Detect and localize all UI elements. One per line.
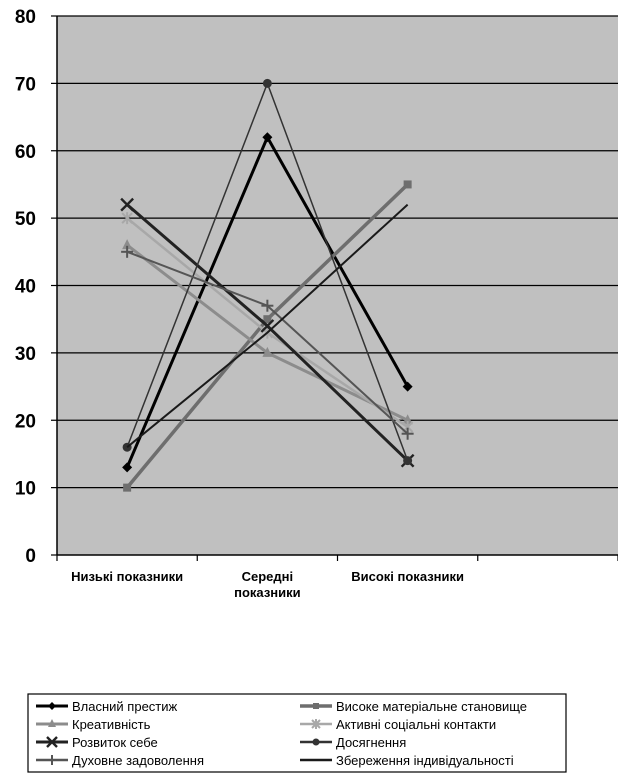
legend-item: Креативність — [36, 717, 151, 732]
series-line — [126, 203, 409, 448]
legend-item: Власний престиж — [36, 699, 178, 714]
series — [122, 132, 413, 473]
legend-label: Власний престиж — [72, 699, 178, 714]
data-point — [121, 245, 134, 258]
y-tick-label: 60 — [15, 142, 36, 163]
data-point — [120, 197, 134, 212]
axes — [56, 16, 618, 561]
legend-item: Високе матеріальне становище — [300, 699, 527, 714]
y-tick-label: 10 — [15, 479, 36, 500]
data-point — [262, 346, 273, 357]
y-tick-label: 30 — [15, 344, 36, 365]
legend-item: Збереження індивідуальності — [300, 753, 514, 768]
gridlines — [51, 15, 618, 556]
y-tick-label: 80 — [15, 7, 36, 28]
data-point — [122, 239, 133, 250]
legend-label: Духовне задоволення — [72, 753, 204, 768]
y-tick-label: 50 — [15, 209, 36, 230]
y-tick-label: 20 — [15, 411, 36, 432]
legend-box — [27, 693, 567, 773]
legend: Власний престиж Високе матеріальне станов… — [27, 693, 567, 773]
data-point — [123, 483, 132, 492]
data-point — [47, 755, 57, 765]
legend-item: Духовне задоволення — [36, 753, 204, 768]
data-point — [312, 738, 320, 746]
legend-item: Активні соціальні контакти — [300, 717, 496, 732]
data-point — [401, 427, 414, 440]
data-point — [46, 736, 58, 748]
legend-label: Високе матеріальне становище — [336, 699, 527, 714]
legend-label: Розвиток себе — [72, 735, 158, 750]
data-point — [122, 462, 133, 473]
data-point — [402, 414, 413, 425]
series — [122, 239, 413, 425]
legend-label: Креативність — [72, 717, 151, 732]
data-point — [261, 299, 274, 312]
series — [126, 203, 409, 448]
data-point — [48, 702, 56, 710]
data-point — [263, 315, 272, 324]
data-point — [402, 381, 413, 392]
y-tick-label: 70 — [15, 74, 36, 95]
series — [121, 245, 414, 440]
data-point — [313, 703, 319, 709]
x-tick-label: Низькі показники — [71, 569, 183, 584]
data-point — [262, 78, 272, 88]
y-tick-labels: 0 10 20 30 40 50 60 70 80 — [15, 7, 36, 567]
x-tick-label: Високі показники — [351, 569, 464, 584]
data-point — [48, 719, 56, 727]
y-tick-label: 0 — [25, 546, 36, 567]
data-point — [262, 132, 273, 143]
legend-item: Розвиток себе — [36, 735, 158, 750]
series — [123, 180, 412, 492]
data-point — [403, 456, 413, 466]
data-point — [311, 719, 321, 729]
legend-item: Досягнення — [300, 735, 406, 750]
legend-label: Досягнення — [336, 735, 406, 750]
legend-label: Активні соціальні контакти — [336, 717, 496, 732]
legend-label: Збереження індивідуальності — [336, 753, 514, 768]
x-tick-labels: Низькі показники Середні показники Високі п… — [71, 569, 464, 600]
x-tick-label: Середні показники — [234, 569, 301, 600]
data-point — [121, 212, 133, 225]
series-lines — [120, 78, 415, 492]
data-point — [403, 180, 412, 189]
y-tick-label: 40 — [15, 277, 36, 298]
